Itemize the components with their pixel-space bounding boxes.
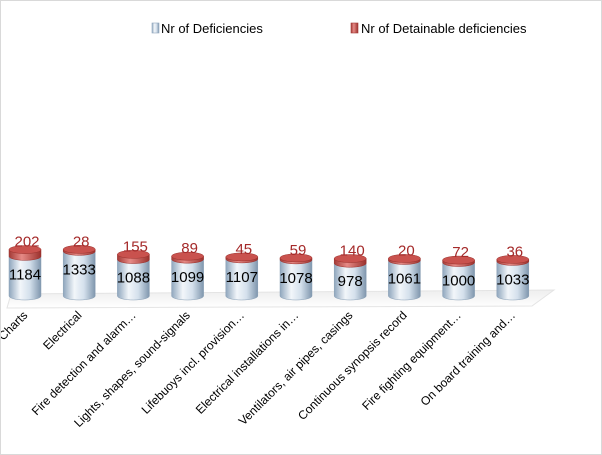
value-label-deficiencies-3: 1099 [171, 269, 204, 286]
value-label-deficiencies-0: 1184 [9, 266, 41, 283]
category-label-2: Fire detection and alarm… [29, 308, 139, 418]
category-label-4: Lifebuoys incl. provision… [139, 308, 247, 416]
value-label-detainable-9: 36 [506, 243, 523, 260]
value-label-detainable-7: 20 [398, 242, 415, 259]
bar-top-3 [171, 251, 204, 261]
value-label-detainable-1: 28 [73, 233, 90, 250]
labels-group: 1184 202 1333 28 1088 155 1099 89 1107 45 1078 59 97… [9, 233, 530, 290]
bar-deficiencies-9 [496, 261, 530, 301]
bar-top-0 [8, 245, 42, 254]
bar-top-9 [496, 255, 530, 264]
category-label-8: Fire fighting equipment… [359, 308, 464, 413]
category-label-3: Lights, shapes, sound-signals [71, 308, 193, 430]
bar-deficiencies-8 [442, 262, 475, 301]
bars-group [8, 245, 530, 301]
legend: Nr of Deficiencies Nr of Detainable defi… [151, 21, 527, 36]
value-label-detainable-6: 140 [340, 243, 365, 260]
value-label-deficiencies-4: 1107 [226, 269, 258, 286]
category-label-6: Ventilators, air pipes, casings [236, 308, 356, 428]
value-label-detainable-0: 202 [14, 234, 39, 251]
bar-top-6 [333, 254, 367, 263]
bar-top-8 [442, 255, 475, 265]
bar-deficiencies-6 [333, 262, 367, 301]
value-label-detainable-2: 155 [123, 238, 148, 255]
value-label-deficiencies-8: 1000 [442, 273, 475, 290]
value-label-detainable-4: 45 [235, 241, 252, 258]
bar-top-1 [62, 245, 96, 254]
value-label-detainable-8: 72 [452, 244, 469, 261]
value-label-deficiencies-9: 1033 [496, 271, 529, 288]
bar-deficiencies-2 [117, 259, 150, 301]
legend-item-detainable: Nr of Detainable deficiencies [350, 21, 527, 36]
bar-deficiencies-3 [171, 258, 204, 301]
bar-deficiencies-1 [62, 251, 96, 301]
category-label-7: Continuous synopsis record [295, 308, 410, 423]
bar-top-5 [279, 253, 313, 263]
category-label-5: Electrical installations in… [193, 308, 301, 416]
legend-label-detainable: Nr of Detainable deficiencies [361, 21, 527, 36]
legend-label-deficiencies: Nr of Deficiencies [161, 21, 263, 36]
value-label-deficiencies-6: 978 [338, 273, 363, 290]
value-label-deficiencies-5: 1078 [279, 270, 312, 287]
value-label-detainable-5: 59 [290, 242, 307, 259]
bar-deficiencies-5 [279, 259, 313, 301]
value-label-deficiencies-7: 1061 [388, 270, 421, 287]
bar-deficiencies-7 [388, 260, 421, 301]
bar-deficiencies-0 [8, 256, 42, 301]
category-label-9: On board training and… [418, 308, 518, 408]
legend-swatch-detainable [350, 22, 359, 34]
category-label-1: Electrical [40, 308, 84, 352]
bar-deficiencies-4 [225, 258, 259, 301]
bar-top-4 [225, 252, 259, 262]
value-label-detainable-3: 89 [181, 240, 198, 257]
value-label-deficiencies-2: 1088 [117, 270, 150, 287]
category-label-0: Charts [1, 308, 30, 343]
legend-swatch-deficiencies [151, 22, 160, 34]
bar-top-2 [117, 250, 150, 259]
value-label-deficiencies-1: 1333 [63, 261, 96, 278]
bar-top-7 [388, 254, 421, 263]
legend-item-deficiencies: Nr of Deficiencies [151, 21, 263, 36]
